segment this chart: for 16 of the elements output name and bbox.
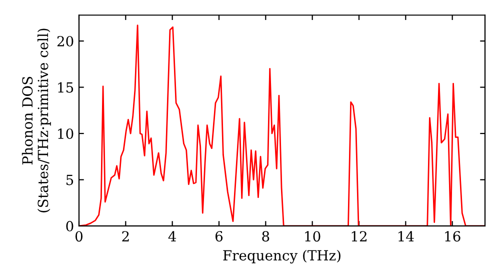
x-tick-label: 6 <box>216 231 223 242</box>
x-tick-label: 16 <box>445 231 460 242</box>
x-tick-label: 8 <box>262 231 270 242</box>
x-tick-label: 14 <box>398 231 414 242</box>
y-tick-label: 20 <box>57 36 74 46</box>
y-tick-label: 0 <box>66 220 74 232</box>
y-tick-label: 5 <box>66 174 74 186</box>
x-tick-label: 12 <box>352 231 366 242</box>
x-tick-label: 2 <box>122 231 129 242</box>
y-axis-title: Phonon DOS (States/THz·primitive cell) <box>22 28 51 212</box>
x-tick-label: 0 <box>75 231 82 242</box>
y-tick-label: 15 <box>58 82 74 93</box>
y-tick-label: 10 <box>58 128 74 139</box>
x-axis-title: Frequency (THz) <box>223 250 340 264</box>
x-tick-label: 4 <box>168 231 176 242</box>
x-tick-label: 10 <box>305 231 320 242</box>
